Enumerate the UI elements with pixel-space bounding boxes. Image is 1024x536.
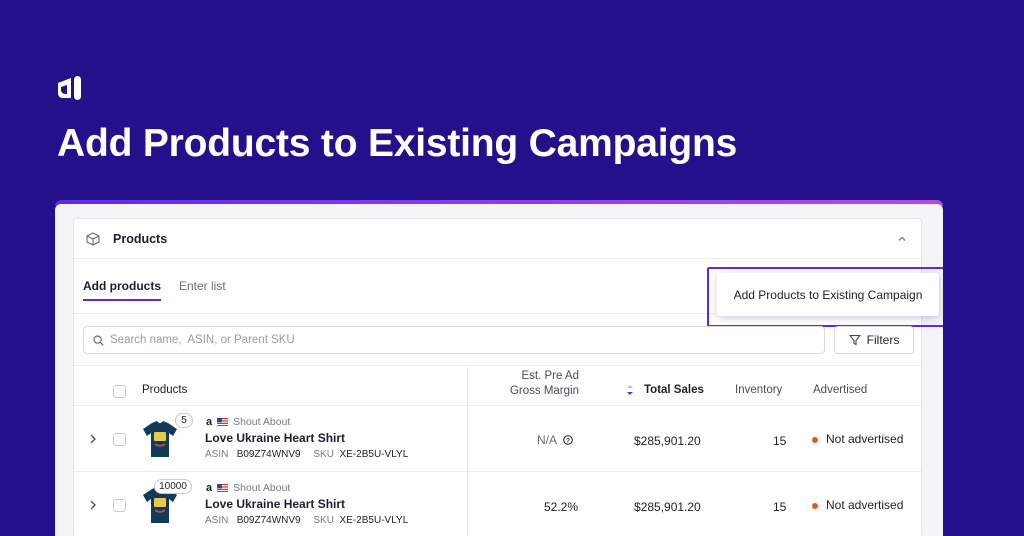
sku-label: SKU <box>313 449 334 460</box>
search-field[interactable] <box>83 326 825 354</box>
product-name[interactable]: Love Ukraine Heart Shirt <box>205 431 346 445</box>
expand-chevron-icon[interactable] <box>89 434 97 444</box>
search-icon <box>93 334 104 346</box>
inventory-cell: 15 <box>773 500 787 514</box>
search-input[interactable] <box>110 334 810 346</box>
header-total-sales[interactable]: Total Sales <box>644 384 704 396</box>
header-inventory[interactable]: Inventory <box>735 384 783 396</box>
status-dot <box>812 502 818 509</box>
store-name: Shout About <box>233 416 291 428</box>
info-icon[interactable]: ? <box>562 435 573 445</box>
total-sales-cell: $285,901.20 <box>634 500 701 514</box>
advertised-cell: Not advertised <box>812 498 903 512</box>
filters-label: Filters <box>866 333 900 347</box>
tab-add-products[interactable]: Add products <box>83 279 161 301</box>
row-divider <box>74 471 921 472</box>
add-to-existing-campaign-button[interactable]: Add Products to Existing Campaign <box>717 273 939 316</box>
us-flag-icon <box>217 484 229 492</box>
header-advertised[interactable]: Advertised <box>813 384 868 396</box>
expand-chevron-icon[interactable] <box>89 500 97 510</box>
tshirt-thumbnail <box>143 421 177 457</box>
asin-label: ASIN <box>205 515 229 526</box>
panel-title: Products <box>113 231 168 246</box>
filters-button[interactable]: Filters <box>834 326 914 354</box>
header-products[interactable]: Products <box>142 384 188 396</box>
row-checkbox[interactable] <box>113 433 126 446</box>
header-margin-line1[interactable]: Est. Pre Ad <box>521 370 579 382</box>
product-meta: a Shout About <box>206 482 290 494</box>
sku-value: XE-2B5U-VLYL <box>339 515 409 526</box>
advertised-status: Not advertised <box>826 432 904 446</box>
asin-value: B09Z74WNV9 <box>236 515 301 526</box>
asin-label: ASIN <box>205 449 229 460</box>
advertised-status: Not advertised <box>826 498 904 512</box>
product-ids: ASIN B09Z74WNV9 SKU XE-2B5U-VLYL <box>205 515 418 526</box>
margin-value: N/A <box>537 433 557 447</box>
product-name[interactable]: Love Ukraine Heart Shirt <box>205 497 346 511</box>
panel-header[interactable]: Products <box>74 219 921 259</box>
brand-logo-icon <box>58 76 81 100</box>
store-name: Shout About <box>233 482 291 494</box>
total-sales-cell: $285,901.20 <box>634 434 701 448</box>
sort-desc-icon[interactable] <box>626 384 634 396</box>
tabs-divider <box>74 313 921 314</box>
advertised-cell: Not advertised <box>812 432 903 446</box>
status-dot <box>812 436 818 443</box>
us-flag-icon <box>217 418 229 426</box>
product-meta: a Shout About <box>206 416 290 428</box>
tab-enter-list[interactable]: Enter list <box>179 279 226 293</box>
products-panel: Products Add products Enter list Add Pro… <box>73 218 943 536</box>
sku-value: XE-2B5U-VLYL <box>339 449 409 460</box>
margin-cell: 52.2% <box>544 500 579 514</box>
box-icon <box>86 231 100 246</box>
products-card: Products Add products Enter list Add Pro… <box>55 204 943 536</box>
header-margin-line2[interactable]: Gross Margin <box>509 385 579 397</box>
amazon-icon: a <box>206 482 213 494</box>
variant-count-badge: 10000 <box>154 479 192 494</box>
highlight-frame <box>707 267 943 327</box>
table-top-border <box>74 365 921 366</box>
amazon-icon: a <box>206 416 213 428</box>
product-ids: ASIN B09Z74WNV9 SKU XE-2B5U-VLYL <box>205 449 418 460</box>
margin-cell: N/A ? <box>537 433 573 447</box>
page-title: Add Products to Existing Campaigns <box>57 122 738 165</box>
select-all-checkbox[interactable] <box>113 385 126 398</box>
inventory-cell: 15 <box>773 434 787 448</box>
tshirt-thumbnail <box>143 487 177 523</box>
filter-icon <box>848 334 861 346</box>
tab-bar: Add products Enter list <box>83 279 226 301</box>
card-accent-bar <box>55 200 943 206</box>
row-checkbox[interactable] <box>113 499 126 512</box>
chevron-up-icon[interactable] <box>897 234 907 244</box>
variant-count-badge: 5 <box>175 413 193 428</box>
asin-value: B09Z74WNV9 <box>236 449 301 460</box>
svg-text:?: ? <box>566 438 570 445</box>
column-divider <box>467 366 468 536</box>
sku-label: SKU <box>313 515 334 526</box>
header-divider <box>74 405 921 406</box>
